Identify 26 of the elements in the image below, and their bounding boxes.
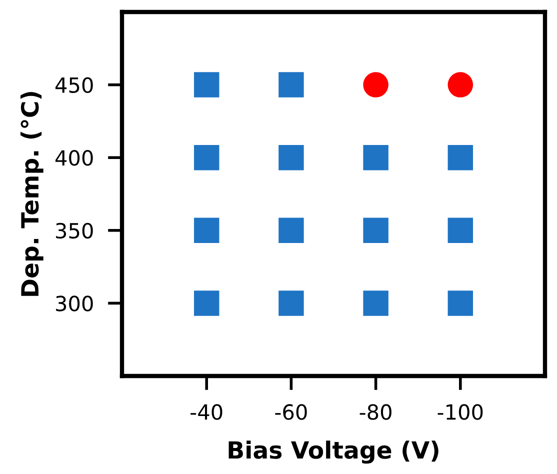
point bbox=[278, 72, 304, 98]
point bbox=[448, 144, 474, 170]
x-axis-title: Bias Voltage (V) bbox=[228, 440, 438, 464]
x-tick-label: -60 bbox=[275, 404, 307, 420]
point bbox=[278, 144, 304, 170]
point bbox=[448, 72, 474, 98]
point bbox=[194, 218, 220, 244]
x-tick-label: -80 bbox=[360, 404, 392, 420]
point bbox=[278, 290, 304, 316]
y-tick-label: 300 bbox=[56, 296, 93, 312]
y-tick-label: 450 bbox=[55, 77, 93, 94]
point bbox=[363, 72, 388, 98]
y-tick-label: 400 bbox=[55, 150, 93, 166]
point bbox=[363, 144, 388, 170]
y-axis-title: Dep. Temp. (°C) bbox=[20, 92, 44, 296]
point bbox=[194, 144, 220, 170]
x-tick-label: -100 bbox=[438, 404, 483, 420]
point bbox=[448, 290, 474, 316]
point bbox=[278, 218, 304, 244]
point bbox=[363, 290, 388, 316]
point bbox=[194, 72, 220, 98]
x-tick-label: -40 bbox=[190, 404, 222, 420]
point bbox=[194, 290, 220, 316]
point bbox=[448, 218, 474, 244]
y-tick-label: 350 bbox=[56, 222, 93, 239]
point bbox=[363, 218, 388, 244]
